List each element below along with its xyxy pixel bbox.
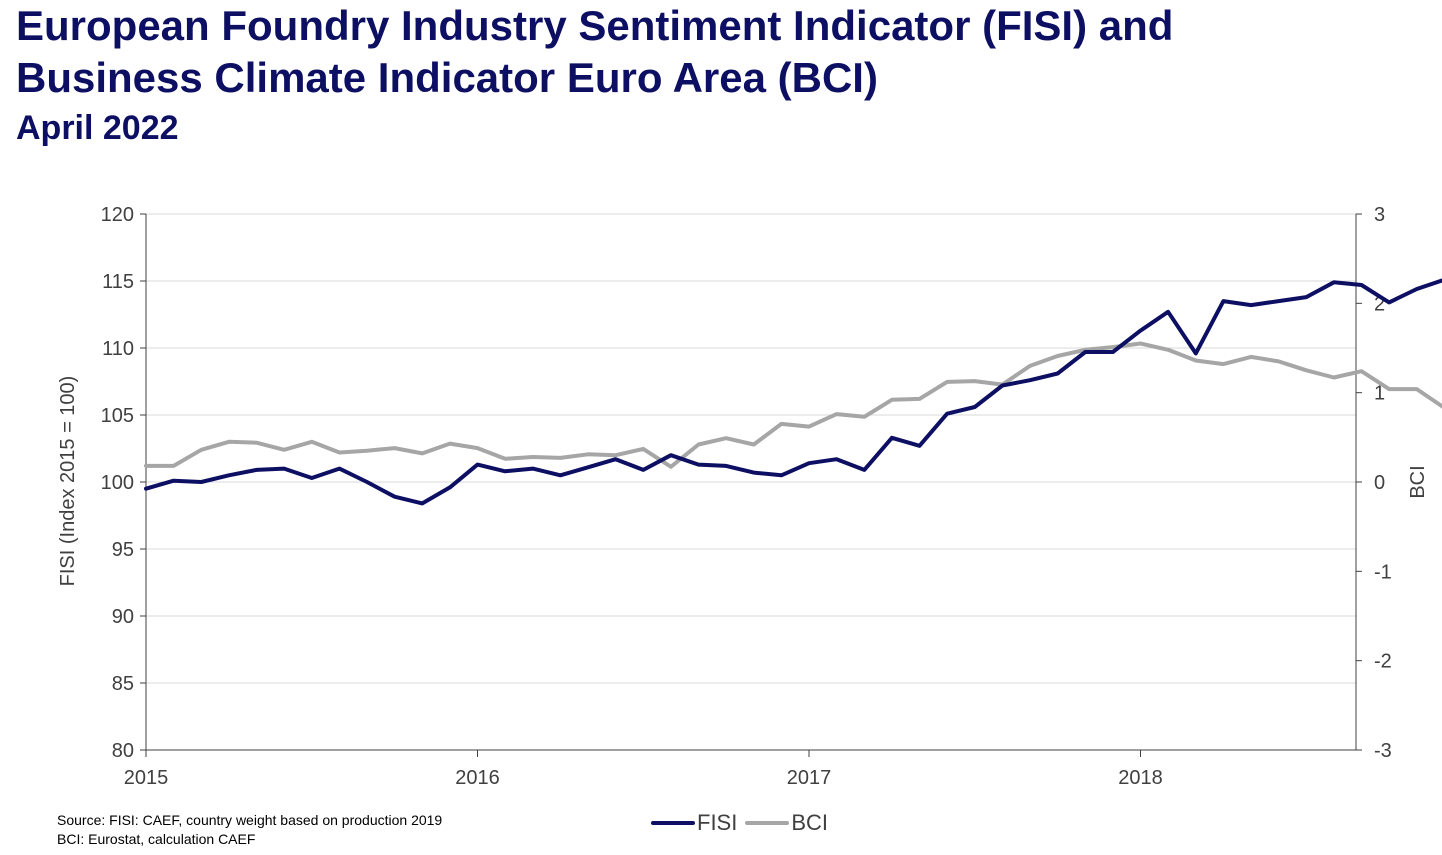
y2-axis-label: BCI — [1407, 465, 1429, 498]
series-line-bci — [144, 341, 1442, 469]
legend: FISI BCI — [651, 810, 828, 836]
source-line-2: BCI: Eurostat, calculation CAEF — [57, 831, 256, 847]
y2-tick-label: -2 — [1374, 651, 1392, 673]
series-line-fisi — [144, 278, 1442, 506]
legend-label-bci: BCI — [791, 810, 829, 835]
series-lines — [144, 278, 1442, 506]
y-tick-label: 90 — [112, 606, 134, 628]
y-tick-label: 100 — [101, 472, 134, 494]
chart-title-line1: European Foundry Industry Sentiment Indi… — [16, 2, 1174, 49]
chart-title-line2: Business Climate Indicator Euro Area (BC… — [16, 54, 878, 101]
y2-tick-label: 2 — [1374, 293, 1385, 315]
y-tick-label: 95 — [112, 539, 134, 561]
legend-swatch-bci — [745, 821, 790, 825]
x-tick-label: 2018 — [1118, 767, 1163, 789]
axes: 80 85 90 95 100 105 110 115 120 -3 -2 -1 0 1 2 3 2015 201… — [101, 204, 1392, 789]
gridlines — [146, 213, 1356, 684]
chart-subtitle: April 2022 — [16, 109, 179, 147]
y-tick-label: 110 — [102, 338, 134, 360]
y-tick-label: 120 — [101, 204, 134, 226]
title-block: European Foundry Industry Sentiment Indi… — [16, 0, 1173, 150]
y2-tick-label: 3 — [1374, 204, 1385, 226]
legend-label-fisi: FISI — [697, 810, 738, 835]
y-tick-label: 80 — [112, 740, 134, 762]
y-tick-label: 115 — [102, 271, 134, 293]
y2-tick-label: 0 — [1374, 472, 1385, 494]
y-axis-label: FISI (Index 2015 = 100) — [57, 376, 79, 587]
y-tick-label: 85 — [112, 673, 134, 695]
y-tick-label: 105 — [101, 405, 134, 427]
legend-item-fisi: FISI — [651, 810, 737, 836]
x-tick-label: 2015 — [124, 767, 169, 789]
legend-swatch-fisi — [651, 821, 695, 825]
y2-tick-label: -3 — [1374, 740, 1392, 762]
y2-tick-label: 1 — [1374, 383, 1385, 405]
x-tick-label: 2016 — [455, 767, 500, 789]
source-line-1: Source: FISI: CAEF, country weight based… — [57, 812, 443, 828]
legend-item-bci: BCI — [737, 810, 828, 836]
source-note: Source: FISI: CAEF, country weight based… — [57, 811, 442, 849]
x-tick-label: 2017 — [787, 767, 832, 789]
y2-tick-label: -1 — [1374, 561, 1392, 583]
